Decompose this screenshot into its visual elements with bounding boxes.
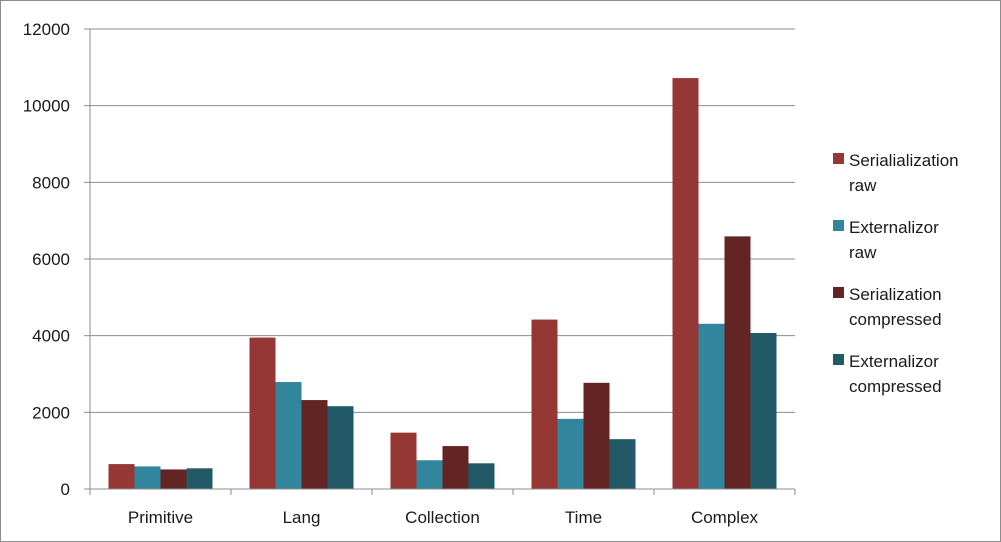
x-tick-label: Primitive	[128, 508, 193, 527]
legend-label: Serialization	[849, 285, 942, 304]
legend-entry: Externalizor raw	[833, 218, 939, 262]
legend-label: compressed	[849, 377, 942, 396]
legend-entry: Serialization compressed	[833, 285, 942, 329]
x-tick-label: Collection	[405, 508, 480, 527]
bar-collection-series-1	[390, 432, 417, 489]
bar-lang-series-4	[327, 406, 354, 489]
y-axis-tick-labels: 0 2000 4000 6000 8000 10000 12000	[23, 20, 70, 499]
y-tick-label: 4000	[32, 327, 70, 346]
bar-complex-series-1	[672, 78, 699, 490]
legend-swatch	[833, 220, 844, 231]
bar-primitive-series-1	[108, 464, 135, 489]
y-tick-label: 10000	[23, 97, 70, 116]
y-tick-label: 8000	[32, 173, 70, 192]
bar-lang-series-2	[275, 382, 302, 489]
legend-entry: Serialialization raw	[833, 151, 959, 195]
bar-lang-series-1	[249, 337, 276, 489]
bars	[108, 78, 777, 490]
bar-time-series-3	[583, 382, 610, 489]
legend-label: Serialialization	[849, 151, 959, 170]
y-tick-label: 6000	[32, 250, 70, 269]
legend-label: raw	[849, 176, 877, 195]
bar-collection-series-2	[416, 460, 443, 489]
legend-label: Externalizor	[849, 352, 939, 371]
x-tick-label: Complex	[691, 508, 759, 527]
y-tick-label: 2000	[32, 403, 70, 422]
y-tick-label: 0	[61, 480, 70, 499]
legend-entry: Externalizor compressed	[833, 352, 942, 396]
bar-primitive-series-4	[186, 468, 213, 489]
legend-label: Externalizor	[849, 218, 939, 237]
bar-complex-series-2	[698, 323, 725, 489]
y-tick-label: 12000	[23, 20, 70, 39]
legend-swatch	[833, 354, 844, 365]
bar-lang-series-3	[301, 400, 328, 489]
bar-complex-series-3	[724, 236, 751, 489]
x-tick-label: Time	[565, 508, 602, 527]
legend-swatch	[833, 287, 844, 298]
bar-time-series-4	[609, 439, 636, 489]
bar-primitive-series-2	[134, 466, 161, 489]
bar-primitive-series-3	[160, 469, 187, 489]
axes	[84, 28, 796, 495]
legend-swatch	[833, 153, 844, 164]
bar-time-series-1	[531, 319, 558, 489]
bar-time-series-2	[557, 418, 584, 489]
x-axis-tick-labels: Primitive Lang Collection Time Complex	[128, 508, 759, 527]
bar-collection-series-4	[468, 463, 495, 489]
legend-label: compressed	[849, 310, 942, 329]
x-tick-label: Lang	[283, 508, 321, 527]
bar-collection-series-3	[442, 446, 469, 489]
legend-label: raw	[849, 243, 877, 262]
bar-complex-series-4	[750, 332, 777, 489]
